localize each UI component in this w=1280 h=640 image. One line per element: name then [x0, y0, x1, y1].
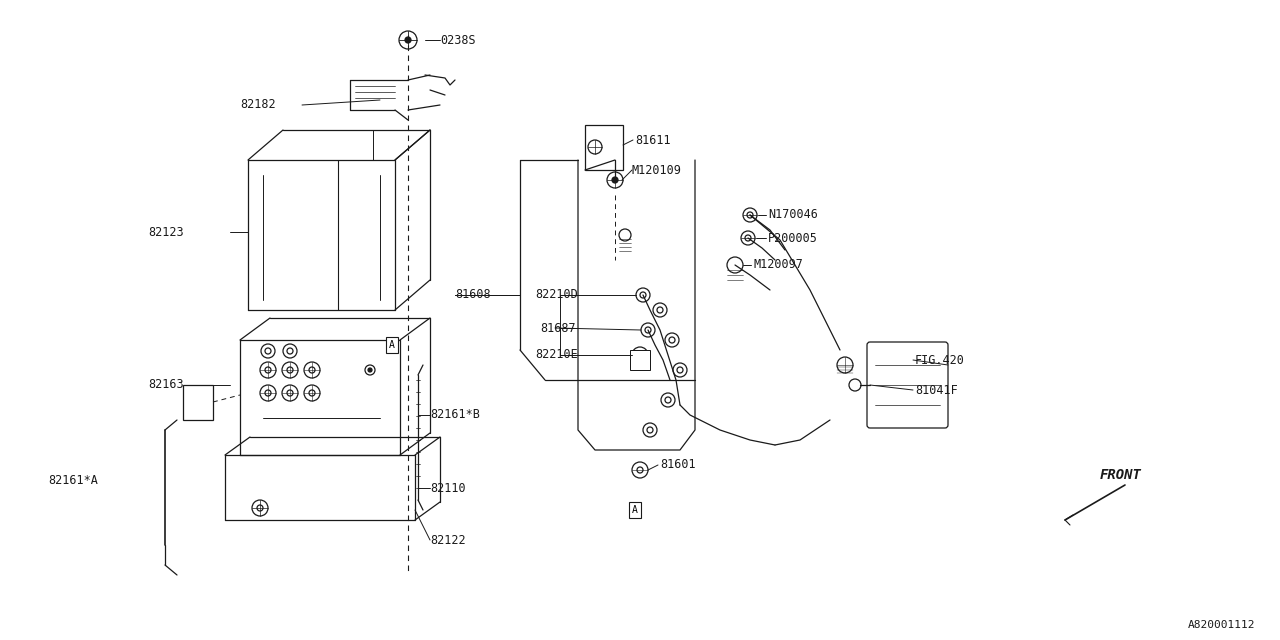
Circle shape	[612, 177, 618, 183]
Text: 82122: 82122	[430, 534, 466, 547]
Text: 81611: 81611	[635, 134, 671, 147]
Text: 82161*A: 82161*A	[49, 474, 97, 486]
Text: 82110: 82110	[430, 481, 466, 495]
Text: 81608: 81608	[454, 289, 490, 301]
Circle shape	[369, 368, 372, 372]
Bar	[183, 385, 212, 420]
Text: N170046: N170046	[768, 209, 818, 221]
Text: FIG.420: FIG.420	[915, 353, 965, 367]
Text: A: A	[389, 340, 396, 350]
Text: 82123: 82123	[148, 225, 183, 239]
FancyBboxPatch shape	[867, 342, 948, 428]
Text: M120097: M120097	[753, 259, 803, 271]
Text: 81687: 81687	[540, 321, 576, 335]
Text: A: A	[632, 505, 637, 515]
Text: 82210D: 82210D	[535, 289, 577, 301]
Text: 0238S: 0238S	[440, 33, 476, 47]
Text: P200005: P200005	[768, 232, 818, 244]
FancyBboxPatch shape	[630, 350, 650, 370]
Text: M120109: M120109	[632, 163, 682, 177]
Text: 81601: 81601	[660, 458, 695, 472]
Text: A820001112: A820001112	[1188, 620, 1254, 630]
Text: 81041F: 81041F	[915, 383, 957, 397]
Text: 82210E: 82210E	[535, 349, 577, 362]
Text: 82182: 82182	[241, 99, 275, 111]
FancyBboxPatch shape	[585, 125, 623, 170]
Circle shape	[404, 37, 411, 43]
Text: 82163: 82163	[148, 378, 183, 392]
Text: FRONT: FRONT	[1100, 468, 1142, 482]
Text: 82161*B: 82161*B	[430, 408, 480, 422]
